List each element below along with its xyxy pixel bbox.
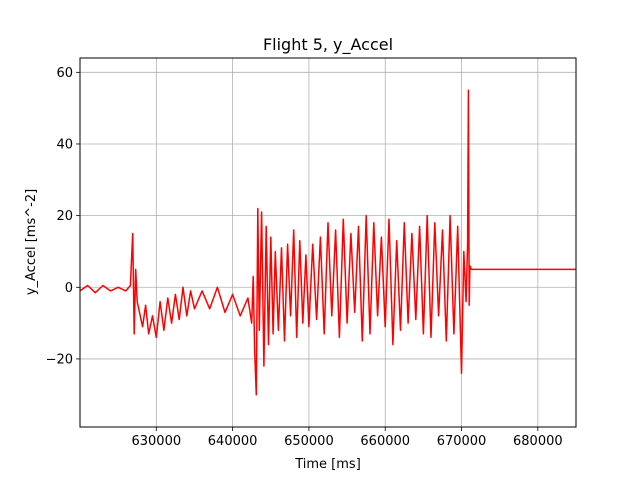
x-tick-label: 660000 [360, 434, 410, 449]
y-tick-label: 20 [56, 209, 73, 224]
y-tick-label: 40 [56, 137, 73, 152]
series-line [79, 89, 576, 396]
chart-title: Flight 5, y_Accel [263, 35, 393, 55]
x-tick-label: 650000 [284, 434, 334, 449]
y-tick-label: −20 [46, 352, 73, 367]
x-axis-label: Time [ms] [294, 457, 361, 472]
y-tick-label: 0 [65, 281, 73, 296]
x-tick-label: 680000 [513, 434, 563, 449]
series-group [79, 89, 576, 396]
x-tick-label: 670000 [437, 434, 487, 449]
y-tick-label: 60 [56, 66, 73, 81]
plot-frame [79, 57, 577, 428]
x-tick-label: 640000 [208, 434, 258, 449]
y-axis-label: y_Accel [ms^-2] [24, 189, 39, 295]
ticks-group: 630000 640000 650000 660000 670000 680000 −20 0… [46, 66, 563, 449]
grid [80, 58, 576, 427]
x-tick-label: 630000 [131, 434, 181, 449]
